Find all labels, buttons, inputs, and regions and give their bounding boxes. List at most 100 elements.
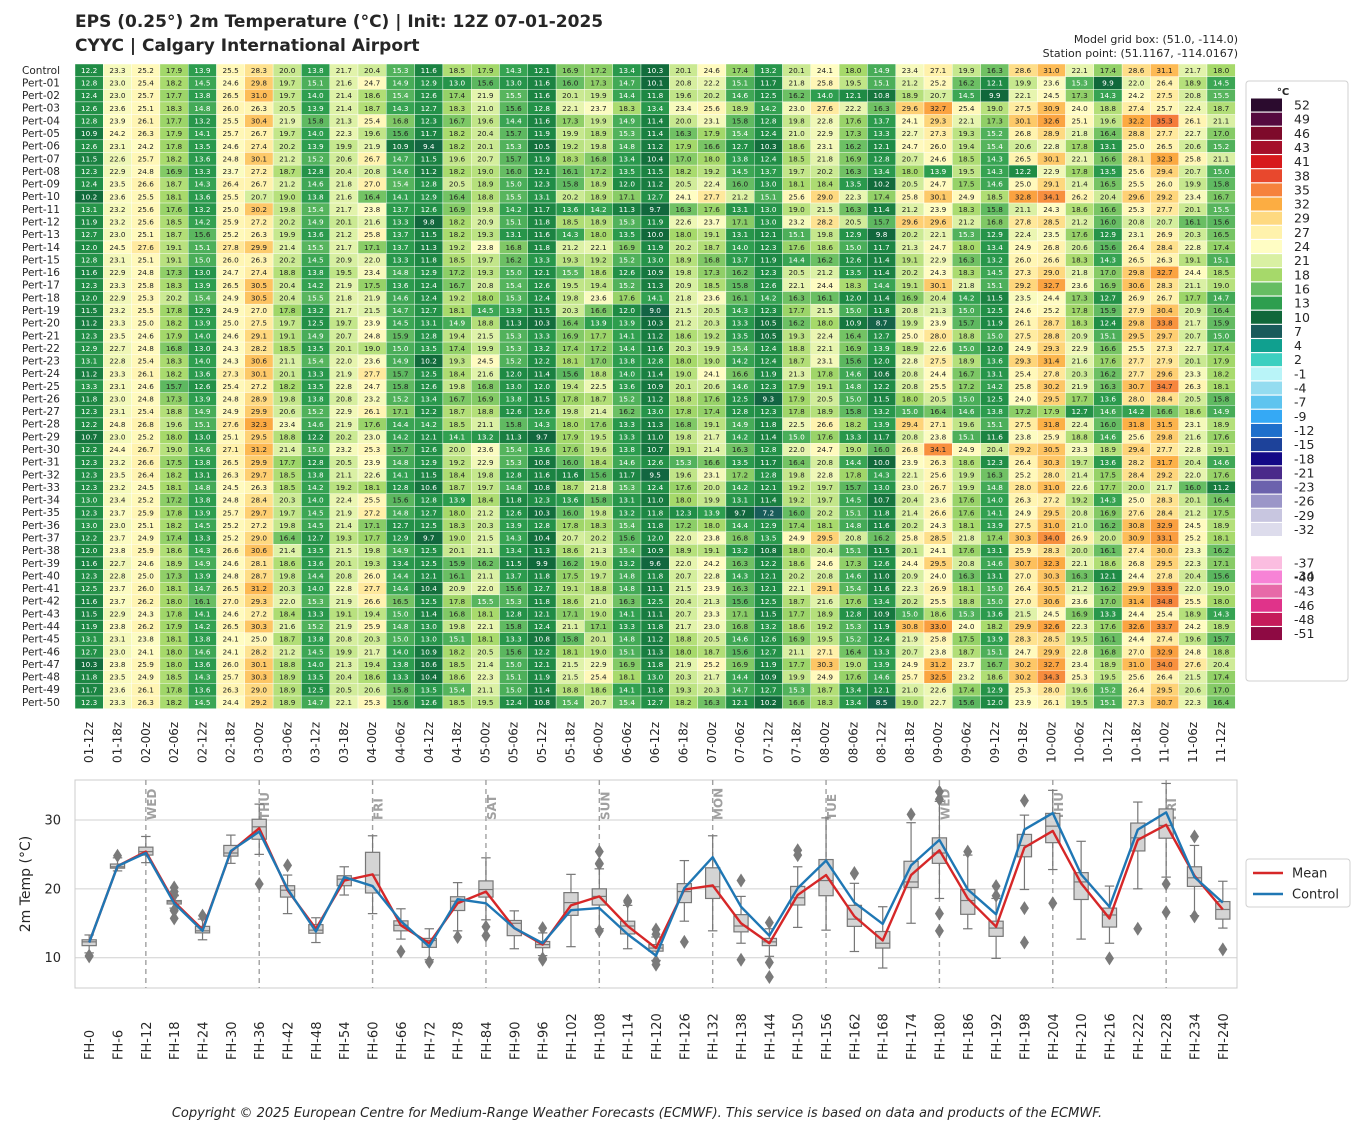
heatmap-cell-label: 13.7 xyxy=(392,205,409,214)
heatmap-cell-label: 20.2 xyxy=(704,91,720,100)
heatmap-cell-label: 21.7 xyxy=(1185,66,1202,75)
heatmap-cell-label: 24.3 xyxy=(223,344,240,353)
heatmap-cell-label: 12.5 xyxy=(421,559,437,568)
heatmap-cell-label: 11.4 xyxy=(647,116,664,125)
colorbar-tick-label: -48 xyxy=(1294,612,1314,627)
heatmap-cell-label: 21.2 xyxy=(675,319,691,328)
heatmap-cell-label: 18.9 xyxy=(1213,420,1230,429)
heatmap-cell-label: 27.2 xyxy=(251,167,267,176)
heatmap-cell-label: 16.1 xyxy=(194,597,210,606)
heatmap-cell-label: 24.2 xyxy=(704,559,720,568)
heatmap-cell-label: 15.1 xyxy=(987,281,1003,290)
heatmap-cell-label: 16.8 xyxy=(732,534,749,543)
heatmap-cell-label: 21.9 xyxy=(336,281,353,290)
heatmap-cell-label: 18.6 xyxy=(675,331,692,340)
heatmap-cell-label: 15.9 xyxy=(392,331,409,340)
heatmap-cell-label: 9.5 xyxy=(649,470,661,479)
heatmap-cell-label: 34.1 xyxy=(1043,192,1059,201)
heatmap-cell-label: 18.3 xyxy=(449,521,466,530)
heatmap-cell-label: 17.9 xyxy=(675,142,692,151)
heatmap-cell-label: 14.2 xyxy=(194,218,210,227)
heatmap-cell-label: 18.5 xyxy=(789,154,805,163)
heatmap-cell-label: 20.4 xyxy=(364,66,381,75)
heatmap-cell-label: 14.7 xyxy=(307,698,324,707)
heatmap-cell-label: 15.2 xyxy=(845,635,861,644)
heatmap-cell-label: 12.8 xyxy=(307,458,324,467)
heatmap-cell-label: 13.2 xyxy=(987,256,1003,265)
heatmap-cell-label: 11.2 xyxy=(1213,483,1229,492)
heatmap-row-label: Pert-35 xyxy=(22,507,60,519)
heatmap-cell-label: 15.6 xyxy=(845,357,862,366)
heatmap-cell-label: 13.9 xyxy=(506,306,523,315)
heatmap-cell-label: 13.3 xyxy=(534,331,551,340)
heatmap-cell-label: 15.8 xyxy=(732,116,749,125)
heatmap-cell-label: 18.3 xyxy=(845,281,862,290)
heatmap-row-label: Pert-26 xyxy=(22,393,60,405)
heatmap-cell-label: 17.5 xyxy=(562,572,578,581)
heatmap-cell-label: 18.0 xyxy=(166,660,183,669)
heatmap-cell-label: 17.7 xyxy=(789,609,806,618)
heatmap-cell-label: 34.0 xyxy=(1156,660,1173,669)
colorbar-tick-label: 10 xyxy=(1294,310,1310,325)
heatmap-cell-label: 18.5 xyxy=(279,344,295,353)
heatmap-cell-label: 13.8 xyxy=(194,496,211,505)
heatmap-cell-label: 24.4 xyxy=(1043,293,1060,302)
heatmap-cell-label: 20.3 xyxy=(562,306,579,315)
heatmap-cell-label: 13.8 xyxy=(392,660,409,669)
heatmap-cell-label: 18.7 xyxy=(1213,104,1230,113)
heatmap-cell-label: 12.5 xyxy=(987,395,1003,404)
heatmap-cell-label: 13.9 xyxy=(194,66,211,75)
heatmap-cell-label: 16.3 xyxy=(958,572,975,581)
heatmap-cell-label: 20.3 xyxy=(279,496,296,505)
heatmap-cell-label: 22.8 xyxy=(1043,142,1060,151)
heatmap-cell-label: 13.6 xyxy=(307,230,324,239)
heatmap-cell-label: 29.8 xyxy=(1156,432,1173,441)
heatmap-cell-label: 22.5 xyxy=(789,420,805,429)
heatmap-cell-label: 23.0 xyxy=(109,230,126,239)
heatmap-cell-label: 19.9 xyxy=(958,470,975,479)
heatmap-cell-label: 18.7 xyxy=(449,483,466,492)
heatmap-cell-label: 24.2 xyxy=(1185,622,1201,631)
heatmap-cell-label: 18.6 xyxy=(590,685,607,694)
heatmap-cell-label: 12.5 xyxy=(760,597,776,606)
heatmap-cell-label: 24.1 xyxy=(704,369,720,378)
heatmap-cell-label: 12.4 xyxy=(81,180,98,189)
heatmap-cell-label: 13.7 xyxy=(873,116,890,125)
heatmap-cell-label: 17.2 xyxy=(590,344,606,353)
heatmap-cell-label: 15.3 xyxy=(958,230,975,239)
heatmap-cell-label: 17.1 xyxy=(562,609,578,618)
heatmap-cell-label: 22.8 xyxy=(902,357,919,366)
heatmap-cell-label: 20.8 xyxy=(845,534,862,543)
x-tick-label: FH-36 xyxy=(253,1022,268,1061)
colorbar-tick-label: 32 xyxy=(1294,197,1310,212)
heatmap-cell-label: 13.6 xyxy=(307,559,324,568)
heatmap-cell-label: 27.9 xyxy=(1156,357,1173,366)
heatmap-cell-label: 15.5 xyxy=(1213,91,1229,100)
heatmap-cell-label: 30.3 xyxy=(1015,534,1032,543)
heatmap-cell-label: 12.8 xyxy=(534,521,551,530)
heatmap-row-label: Pert-15 xyxy=(22,254,60,266)
colorbar-tick-label: 18 xyxy=(1294,267,1310,282)
heatmap-cell-label: 17.9 xyxy=(166,331,183,340)
heatmap-cell-label: 19.2 xyxy=(336,483,352,492)
heatmap-cell-label: 12.1 xyxy=(1100,572,1116,581)
heatmap-cell-label: 23.1 xyxy=(704,470,720,479)
heatmap-cell-label: 16.4 xyxy=(449,192,466,201)
heatmap-cell-label: 21.7 xyxy=(336,306,353,315)
heatmap-cell-label: 29.1 xyxy=(1043,180,1059,189)
heatmap-cell-label: 33.1 xyxy=(1156,534,1172,543)
heatmap-cell-label: 12.3 xyxy=(81,407,98,416)
heatmap-cell-label: 15.8 xyxy=(1213,395,1230,404)
heatmap-cell-label: 27.5 xyxy=(1156,91,1172,100)
heatmap-cell-label: 18.1 xyxy=(817,521,833,530)
grid-box-label: Model grid box: (51.0, -114.0) xyxy=(1074,33,1238,46)
heatmap-cell-label: 13.2 xyxy=(534,344,550,353)
heatmap-cell-label: 11.7 xyxy=(873,243,890,252)
heatmap-cell-label: 28.6 xyxy=(1128,66,1145,75)
colorbar-tick-label: -12 xyxy=(1294,423,1314,438)
heatmap-cell-label: 23.5 xyxy=(109,673,125,682)
heatmap-cell-label: 17.8 xyxy=(166,609,183,618)
colorbar-swatch xyxy=(1251,381,1282,395)
heatmap-cell-label: 20.6 xyxy=(1185,685,1202,694)
heatmap-cell-label: 11.4 xyxy=(760,496,777,505)
